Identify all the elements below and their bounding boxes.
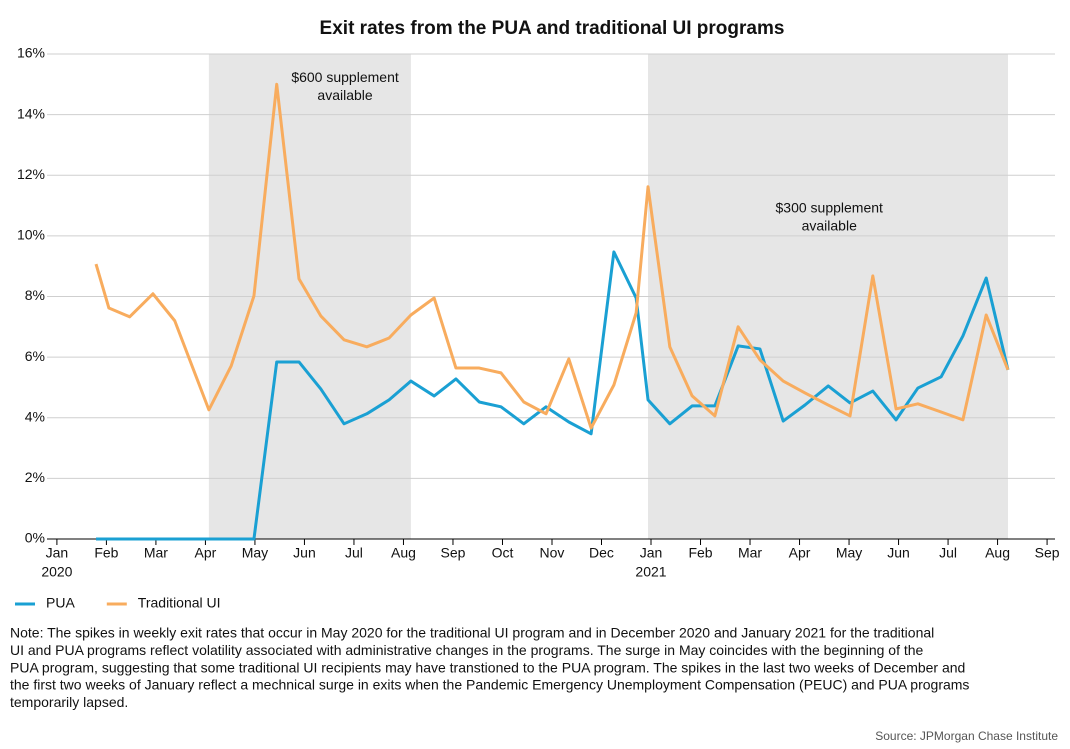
x-tick-label: Mar — [144, 545, 168, 561]
x-tick-label: Jul — [345, 545, 363, 561]
x-tick-label: Aug — [985, 545, 1010, 561]
x-tick-label: Mar — [738, 545, 762, 561]
x-tick-label: Jul — [939, 545, 957, 561]
x-tick-label: May — [242, 545, 268, 561]
series-line — [94, 82, 1010, 430]
region-label: $300 supplement — [776, 199, 884, 215]
note-line: Note: The spikes in weekly exit rates th… — [10, 625, 934, 641]
y-tick-label: 0% — [25, 530, 45, 546]
y-tick-label: 10% — [17, 227, 45, 243]
y-tick-label: 8% — [25, 287, 45, 303]
y-tick-label: 14% — [17, 105, 45, 121]
region-label: available — [802, 217, 857, 233]
region-label: $600 supplement — [291, 69, 399, 85]
y-tick-label: 6% — [25, 348, 45, 364]
x-tick-label: Apr — [789, 545, 811, 561]
y-tick-label: 4% — [25, 408, 45, 424]
year-label: 2020 — [41, 564, 72, 580]
x-tick-label: Sep — [441, 545, 466, 561]
y-tick-label: 12% — [17, 166, 45, 182]
region-label: available — [317, 87, 372, 103]
note-line: temporarily lapsed. — [10, 694, 128, 710]
note-line: UI and PUA programs reflect volatility a… — [10, 642, 924, 658]
x-tick-label: Jan — [640, 545, 663, 561]
legend-label: Traditional UI — [138, 595, 221, 611]
note-line: the first two weeks of January reflect a… — [10, 677, 969, 693]
x-tick-label: Feb — [688, 545, 712, 561]
x-tick-label: Jun — [887, 545, 910, 561]
note-line: PUA program, suggesting that some tradit… — [10, 659, 965, 675]
legend-label: PUA — [46, 595, 75, 611]
x-tick-label: Oct — [492, 545, 514, 561]
x-tick-label: Apr — [195, 545, 217, 561]
x-tick-label: Jun — [293, 545, 316, 561]
x-tick-label: May — [836, 545, 862, 561]
x-tick-label: Dec — [589, 545, 614, 561]
x-tick-label: Aug — [391, 545, 416, 561]
y-tick-label: 2% — [25, 469, 45, 485]
y-tick-label: 16% — [17, 45, 45, 61]
x-tick-label: Sep — [1035, 545, 1060, 561]
year-label: 2021 — [635, 564, 666, 580]
x-tick-label: Jan — [46, 545, 69, 561]
x-tick-label: Nov — [540, 545, 565, 561]
source: Source: JPMorgan Chase Institute — [875, 729, 1058, 743]
chart-title: Exit rates from the PUA and traditional … — [320, 18, 785, 39]
x-tick-label: Feb — [94, 545, 118, 561]
